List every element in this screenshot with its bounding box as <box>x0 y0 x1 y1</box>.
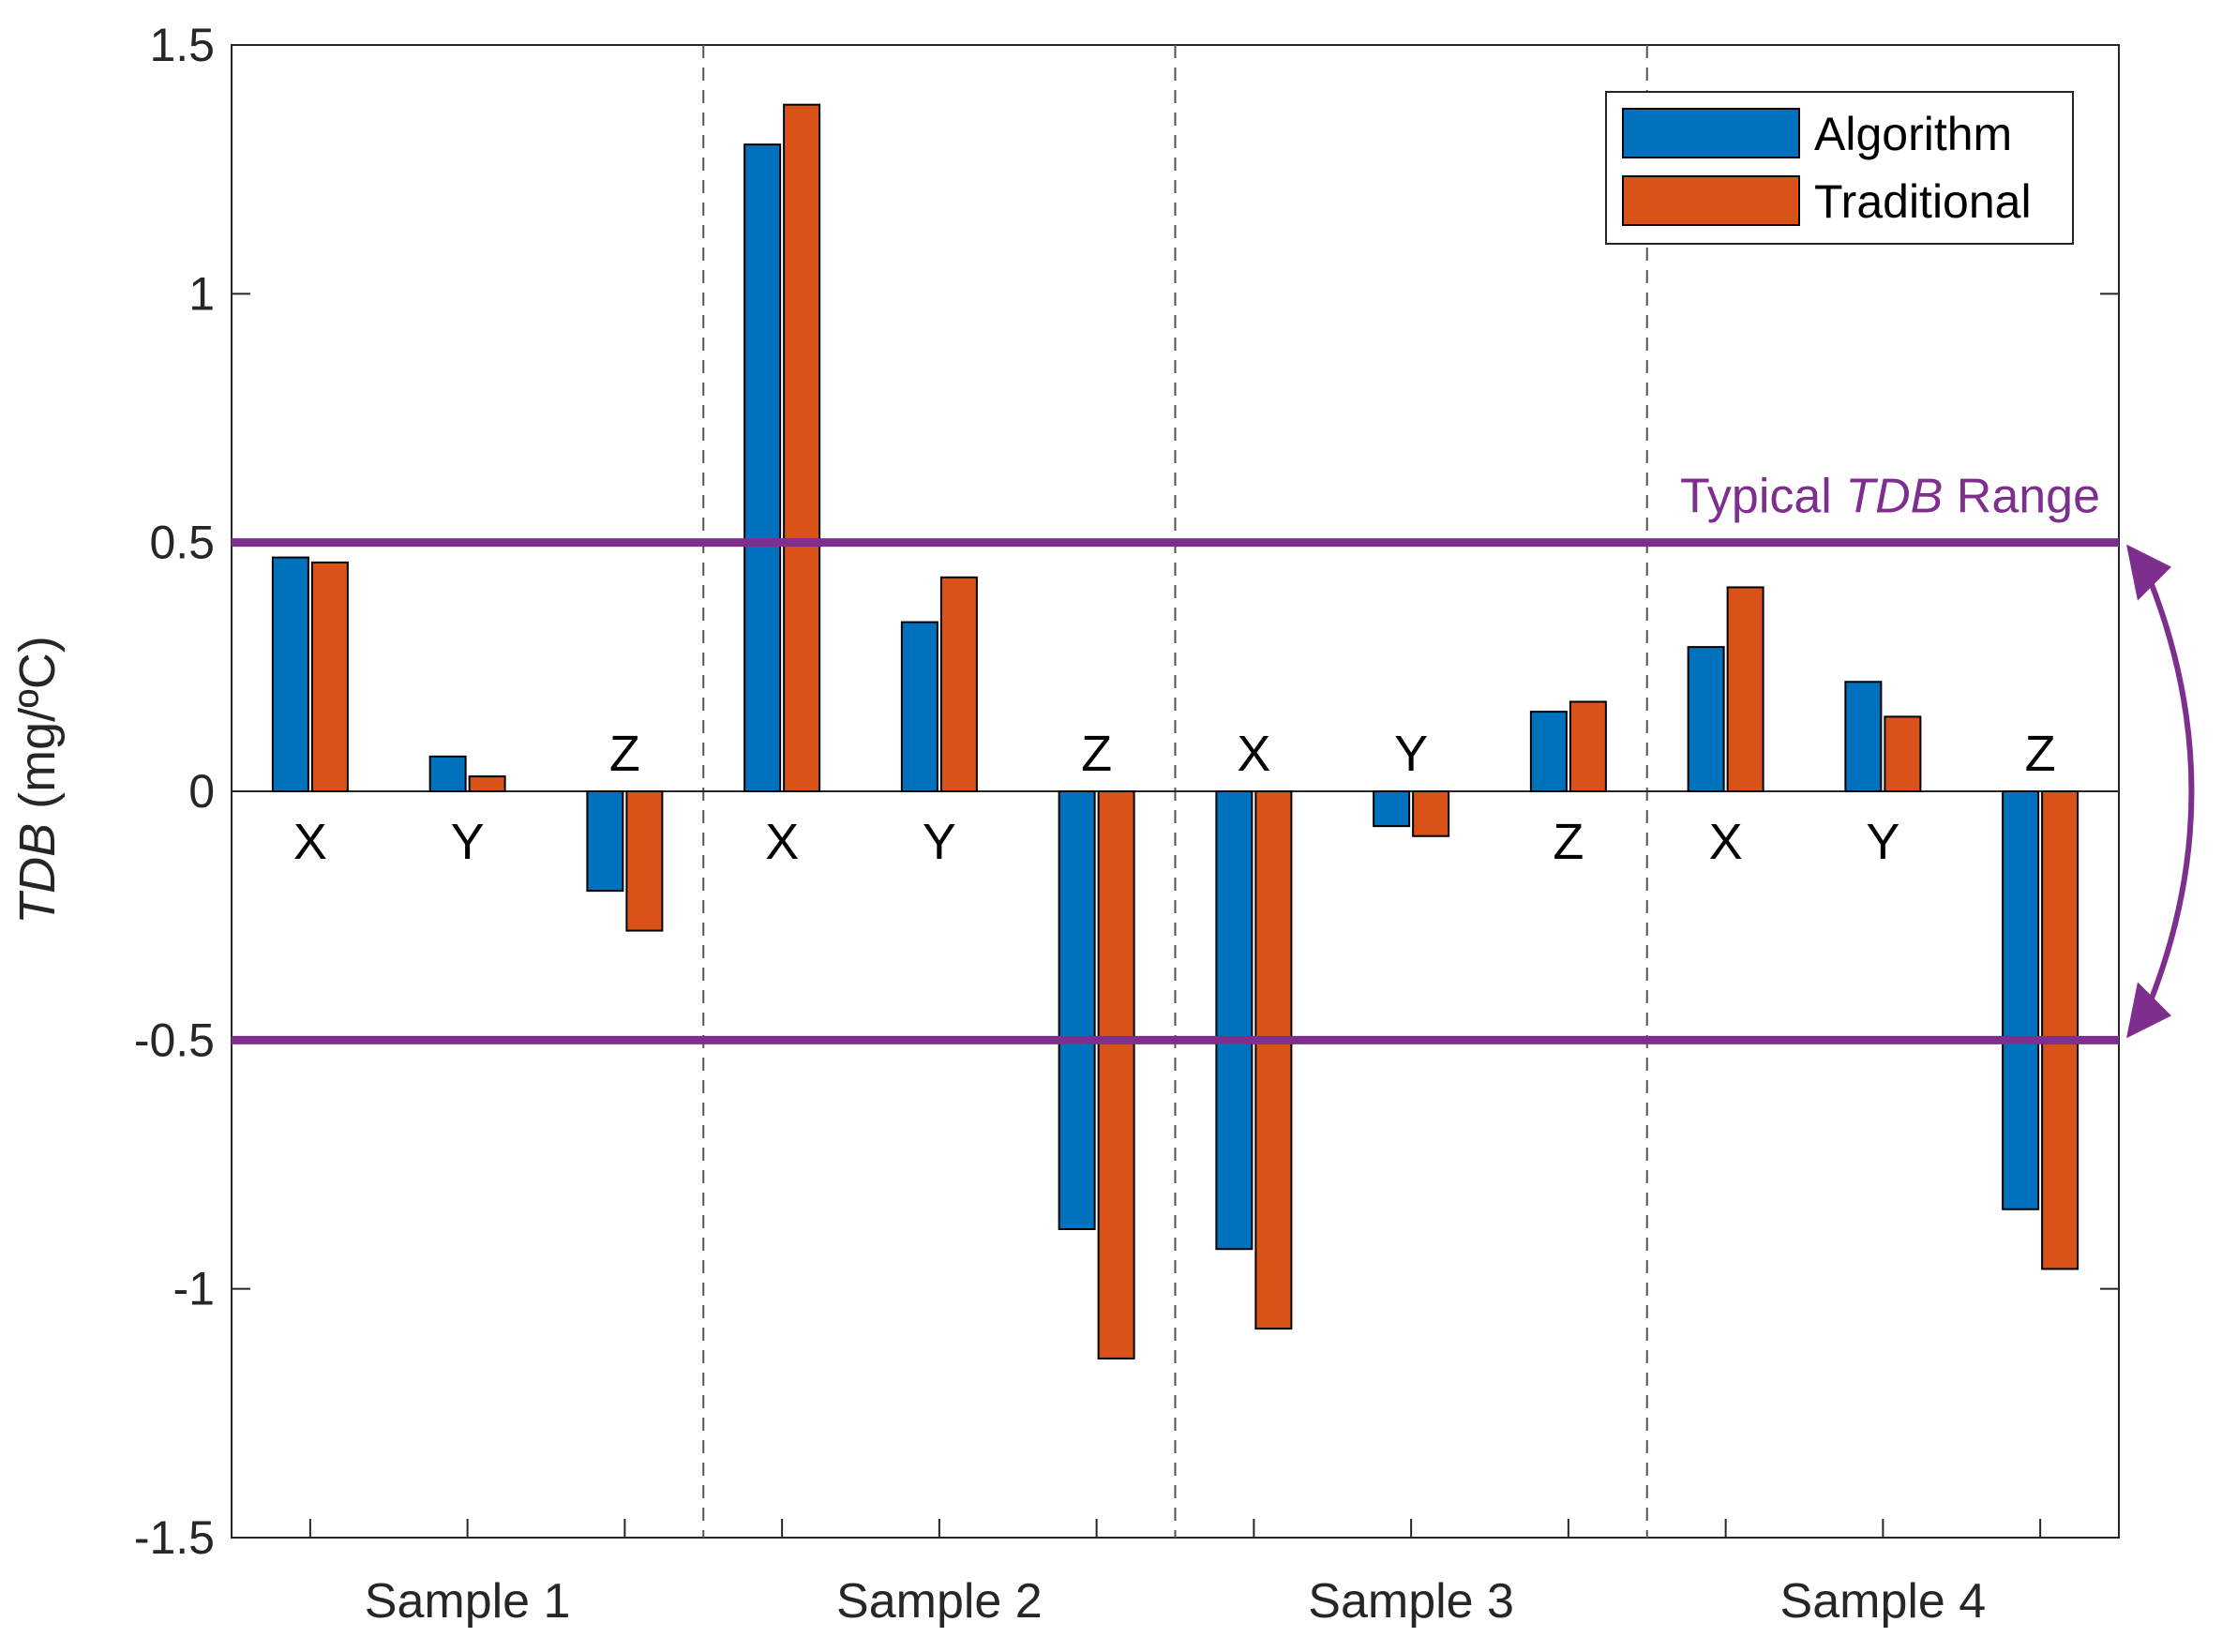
y-axis-title-units: (mg/ºC) <box>9 636 66 823</box>
bar-traditional <box>1726 586 1764 793</box>
legend-label-traditional: Traditional <box>1814 175 2032 228</box>
y-tick-label: 0 <box>188 765 215 818</box>
bar-algorithm <box>1687 646 1725 793</box>
bar-traditional <box>1884 715 1922 793</box>
bar-algorithm <box>1373 790 1411 828</box>
bar-algorithm <box>2002 790 2040 1210</box>
axis-letter-label: X <box>293 814 327 870</box>
legend-label-algorithm: Algorithm <box>1814 108 2012 160</box>
axis-letter-label: Y <box>923 814 956 870</box>
axis-letter-label: Z <box>1081 726 1112 782</box>
bar-traditional <box>1254 790 1293 1330</box>
y-axis-title-italic: TDB <box>9 823 66 924</box>
bar-algorithm <box>586 790 624 893</box>
bar-traditional <box>1097 790 1135 1359</box>
bar-traditional <box>625 790 664 932</box>
axis-letter-label: X <box>1709 814 1743 870</box>
x-group-label: Sample 4 <box>1780 1574 1987 1629</box>
x-group-label: Sample 1 <box>365 1574 571 1629</box>
axis-letter-label: Z <box>1553 814 1584 870</box>
bar-algorithm <box>1058 790 1096 1230</box>
bar-algorithm <box>1215 790 1254 1251</box>
bar-traditional <box>310 561 349 792</box>
bar-traditional <box>783 103 821 793</box>
axis-letter-label: Z <box>609 726 640 782</box>
range-arrowhead-top <box>2126 544 2171 601</box>
x-group-label: Sample 3 <box>1308 1574 1514 1629</box>
bar-algorithm <box>1844 681 1883 793</box>
legend-swatch-traditional <box>1622 175 1800 226</box>
axis-letter-label: Y <box>1394 726 1428 782</box>
bar-algorithm <box>428 755 467 792</box>
legend-swatch-algorithm <box>1622 108 1800 158</box>
axis-letter-label: X <box>765 814 799 870</box>
x-group-label: Sample 2 <box>836 1574 1043 1629</box>
y-tick-label: 1 <box>188 267 215 320</box>
y-axis-title: TDB (mg/ºC) <box>9 636 66 924</box>
axis-letter-label: Y <box>451 814 485 870</box>
typical-range-label-part: TDB <box>1845 470 1943 524</box>
bar-traditional <box>1412 790 1450 837</box>
typical-range-label: Typical TDB Range <box>1680 470 2100 524</box>
range-arrow-curve <box>2139 560 2195 1023</box>
axis-letter-label: Y <box>1866 814 1899 870</box>
axis-letter-label: Z <box>2025 726 2056 782</box>
bar-algorithm <box>900 621 938 792</box>
y-tick-label: -1.5 <box>134 1511 215 1564</box>
range-arrowhead-bottom <box>2126 982 2171 1039</box>
bar-traditional <box>1569 700 1607 792</box>
y-tick-label: -1 <box>173 1263 215 1315</box>
bar-traditional <box>468 775 506 793</box>
y-tick-label: 0.5 <box>149 517 215 569</box>
typical-range-label-part: Range <box>1943 470 2100 524</box>
bar-algorithm <box>271 556 309 792</box>
y-tick-label: -0.5 <box>134 1014 215 1066</box>
typical-range-label-part: Typical <box>1680 470 1845 524</box>
bar-algorithm <box>1529 711 1568 792</box>
bar-traditional <box>2041 790 2079 1270</box>
y-tick-label: 1.5 <box>149 19 215 71</box>
bar-traditional <box>939 576 978 793</box>
axis-letter-label: X <box>1237 726 1270 782</box>
bar-algorithm <box>743 143 782 792</box>
